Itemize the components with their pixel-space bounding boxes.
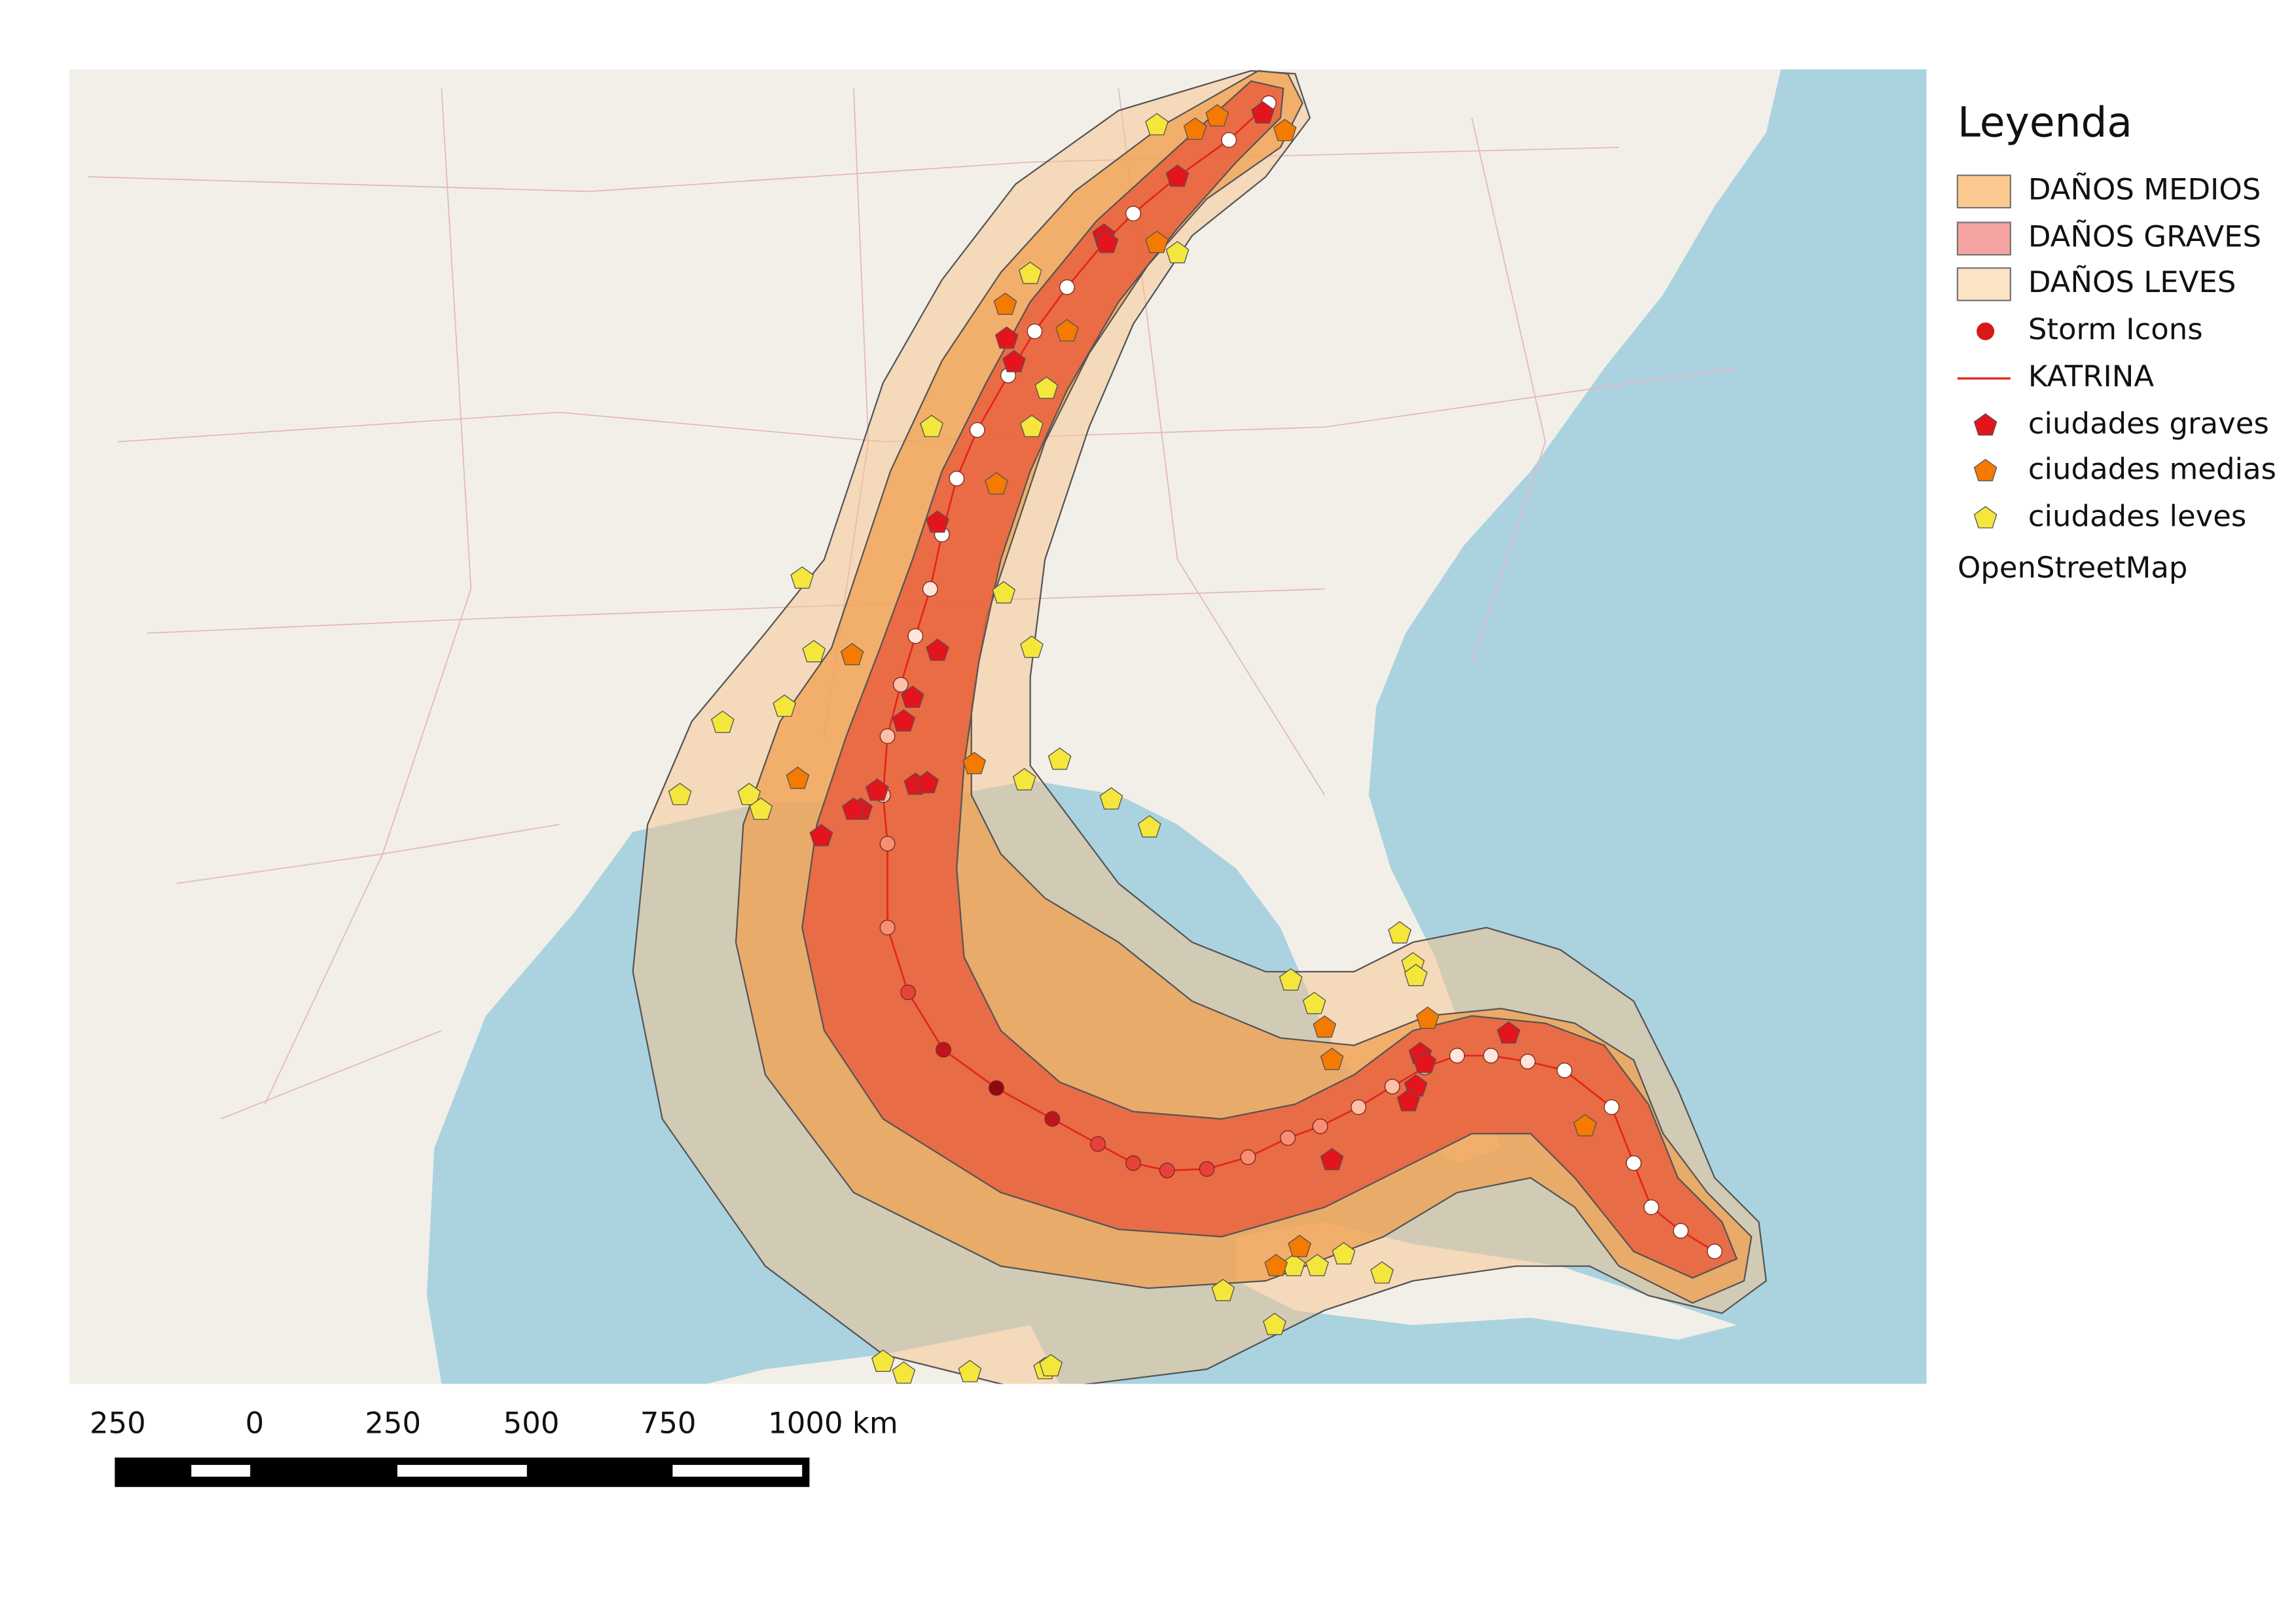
scale-label: 750 bbox=[640, 1405, 697, 1440]
scale-label: 250 bbox=[90, 1405, 146, 1440]
storm-icon bbox=[1221, 132, 1237, 148]
scale-bar-segment bbox=[672, 1465, 803, 1477]
storm-icon bbox=[989, 1080, 1004, 1096]
storm-icon bbox=[892, 676, 909, 693]
buffer-graves bbox=[801, 80, 1738, 1279]
storm-icon bbox=[969, 422, 985, 438]
storm-icon bbox=[949, 470, 965, 487]
storm-icon bbox=[1603, 1099, 1620, 1115]
legend-swatch bbox=[1956, 174, 2011, 209]
legend-swatch bbox=[1956, 267, 2011, 301]
storm-layer bbox=[875, 95, 1722, 1259]
storm-icon bbox=[936, 1042, 951, 1058]
legend-basemap: OpenStreetMap bbox=[1958, 550, 2188, 585]
storm-icon bbox=[1159, 1162, 1175, 1179]
legend-label: ciudades leves bbox=[2028, 499, 2247, 534]
legend-label: ciudades graves bbox=[2028, 406, 2269, 441]
scale-bar-segment bbox=[191, 1465, 251, 1477]
storm-icon bbox=[1280, 1130, 1296, 1146]
storm-icon bbox=[1125, 1155, 1141, 1172]
storm-icon bbox=[1483, 1048, 1499, 1063]
storm-icon bbox=[1090, 1136, 1106, 1152]
storm-icon bbox=[1520, 1054, 1536, 1069]
legend-title: Leyenda bbox=[1958, 98, 2132, 146]
storm-icon bbox=[1044, 1111, 1061, 1127]
scale-label: 500 bbox=[503, 1405, 560, 1440]
legend-label: DAÑOS GRAVES bbox=[2028, 219, 2261, 253]
scale-label: 250 bbox=[365, 1405, 421, 1440]
storm-icon bbox=[900, 984, 916, 1001]
legend-label: ciudades medias bbox=[2028, 452, 2276, 487]
storm-icon bbox=[1240, 1149, 1256, 1166]
scale-label: 1000 km bbox=[768, 1405, 898, 1440]
storm-icon bbox=[907, 628, 924, 644]
scale-label: 0 bbox=[246, 1405, 264, 1440]
storm-icon bbox=[879, 919, 896, 936]
storm-icon bbox=[1199, 1161, 1215, 1177]
storm-icon bbox=[1125, 206, 1141, 222]
legend-label: DAÑOS LEVES bbox=[2028, 265, 2236, 299]
scale-bar-segment bbox=[397, 1465, 527, 1477]
storm-icon bbox=[1384, 1079, 1400, 1095]
storm-icon bbox=[1312, 1118, 1328, 1134]
storm-icon bbox=[1027, 323, 1043, 339]
storm-icon bbox=[1351, 1099, 1366, 1115]
legend-label: DAÑOS MEDIOS bbox=[2028, 172, 2261, 206]
legend-swatch bbox=[1956, 221, 2011, 256]
storm-icon bbox=[1556, 1062, 1573, 1079]
map-frame bbox=[69, 69, 1927, 1384]
storm-icon bbox=[879, 728, 896, 745]
legend-symbol bbox=[1977, 322, 1995, 341]
storm-icon bbox=[1643, 1199, 1660, 1215]
storm-icon bbox=[1673, 1223, 1689, 1239]
legend-label: KATRINA bbox=[2028, 359, 2155, 394]
legend-label: Storm Icons bbox=[2028, 312, 2203, 346]
storm-icon bbox=[922, 581, 938, 597]
storm-icon bbox=[1707, 1244, 1722, 1259]
storm-icon bbox=[1449, 1048, 1465, 1063]
storm-icon bbox=[1059, 279, 1075, 295]
storm-icon bbox=[879, 836, 896, 852]
storm-icon bbox=[1626, 1155, 1642, 1172]
